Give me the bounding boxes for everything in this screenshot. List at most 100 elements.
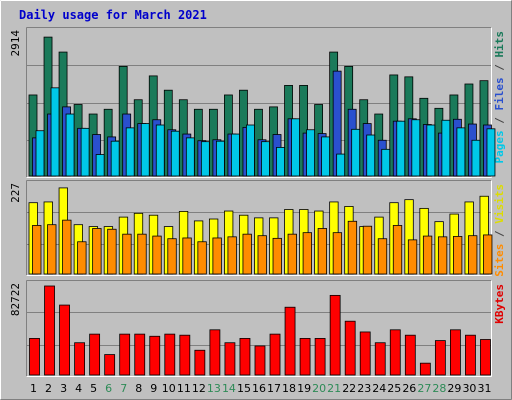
bar-sites-day-19 xyxy=(302,232,312,275)
bar-kbytes-day-19 xyxy=(299,338,311,376)
bar-pages-day-31 xyxy=(486,128,496,177)
bar-sites-day-9 xyxy=(152,235,162,275)
bar-kbytes-day-5 xyxy=(89,333,101,376)
day-label-31: 31 xyxy=(477,382,491,395)
bar-sites-day-18 xyxy=(287,233,297,275)
bar-kbytes-day-9 xyxy=(149,335,161,376)
day-label-15: 15 xyxy=(237,382,251,395)
bar-sites-day-27 xyxy=(422,235,433,275)
panel-visits-legend-part-1: / xyxy=(493,224,506,244)
bar-sites-day-13 xyxy=(212,237,222,275)
bar-pages-day-26 xyxy=(411,119,421,177)
bar-kbytes-day-15 xyxy=(239,338,251,376)
bar-sites-day-1 xyxy=(32,225,42,275)
bar-kbytes-day-22 xyxy=(344,320,356,376)
bar-pages-day-17 xyxy=(276,146,285,177)
panel-hits-legend-part-3: / xyxy=(493,58,506,78)
panel-kbytes-max-label: 82722 xyxy=(9,283,22,316)
bar-kbytes-day-3 xyxy=(59,304,70,376)
bar-pages-day-18 xyxy=(291,118,300,177)
panel-hits-legend-part-0: Pages xyxy=(493,130,506,163)
day-label-5: 5 xyxy=(90,382,97,395)
bar-sites-day-15 xyxy=(242,233,252,275)
day-label-23: 23 xyxy=(357,382,371,395)
bar-kbytes-day-14 xyxy=(224,342,236,376)
bar-pages-day-24 xyxy=(381,148,391,177)
bar-pages-day-9 xyxy=(155,124,165,177)
panel-kbytes-legend-part-0: KBytes xyxy=(493,284,506,324)
day-label-13: 13 xyxy=(207,382,221,395)
day-label-29: 29 xyxy=(447,382,461,395)
day-label-4: 4 xyxy=(75,382,82,395)
bar-pages-day-25 xyxy=(396,120,406,177)
panel-hits-legend-part-2: Files xyxy=(493,77,506,110)
bar-sites-day-12 xyxy=(197,241,207,275)
bar-kbytes-day-31 xyxy=(480,339,491,376)
bar-kbytes-day-28 xyxy=(434,340,446,376)
chart-title: Daily usage for March 2021 xyxy=(19,8,207,22)
bar-sites-day-30 xyxy=(468,235,478,275)
day-label-30: 30 xyxy=(462,382,476,395)
day-label-27: 27 xyxy=(417,382,431,395)
bar-kbytes-day-17 xyxy=(269,333,281,376)
day-label-10: 10 xyxy=(162,382,176,395)
panel-hits-legend: Pages / Files / Hits xyxy=(493,31,506,164)
day-label-11: 11 xyxy=(177,382,191,395)
bar-kbytes-day-7 xyxy=(119,333,131,376)
bar-pages-day-6 xyxy=(110,140,120,177)
bar-sites-day-3 xyxy=(62,219,72,275)
bar-kbytes-day-27 xyxy=(419,362,431,376)
day-label-12: 12 xyxy=(192,382,206,395)
day-label-7: 7 xyxy=(120,382,127,395)
bar-pages-day-19 xyxy=(306,129,315,177)
day-label-16: 16 xyxy=(252,382,266,395)
bar-kbytes-day-24 xyxy=(374,342,386,376)
bar-kbytes-day-21 xyxy=(329,294,341,376)
bar-pages-day-29 xyxy=(456,127,466,177)
bar-kbytes-day-2 xyxy=(44,285,55,376)
bar-sites-day-8 xyxy=(137,233,147,275)
bar-pages-day-4 xyxy=(80,127,90,177)
bar-pages-day-2 xyxy=(50,87,60,177)
day-label-1: 1 xyxy=(30,382,37,395)
day-label-6: 6 xyxy=(105,382,112,395)
panel-visits-legend: Sites / Visits xyxy=(493,184,506,277)
bar-sites-day-25 xyxy=(392,225,403,275)
panel-hits-max-label: 2914 xyxy=(9,30,22,57)
bar-pages-day-14 xyxy=(231,133,240,177)
bar-pages-day-22 xyxy=(351,128,361,177)
bar-kbytes-day-20 xyxy=(314,338,326,376)
day-label-9: 9 xyxy=(150,382,157,395)
day-label-18: 18 xyxy=(282,382,296,395)
bar-kbytes-day-30 xyxy=(465,334,476,376)
bar-sites-day-2 xyxy=(47,224,57,275)
bar-sites-day-7 xyxy=(122,233,132,275)
bar-sites-day-11 xyxy=(182,237,192,275)
bar-sites-day-21 xyxy=(332,232,343,275)
bar-kbytes-day-12 xyxy=(194,349,206,376)
bar-kbytes-day-10 xyxy=(164,333,176,376)
bar-sites-day-14 xyxy=(227,236,237,275)
bar-pages-day-5 xyxy=(95,154,105,177)
panel-hits-legend-part-4: Hits xyxy=(493,31,506,58)
bar-pages-day-16 xyxy=(261,141,270,177)
day-label-17: 17 xyxy=(267,382,281,395)
panel-kbytes-legend: KBytes xyxy=(493,284,506,324)
day-label-25: 25 xyxy=(387,382,401,395)
bar-kbytes-day-16 xyxy=(254,345,266,376)
bar-sites-day-28 xyxy=(437,236,448,275)
day-label-2: 2 xyxy=(45,382,52,395)
day-label-28: 28 xyxy=(432,382,446,395)
bar-sites-day-6 xyxy=(107,228,117,275)
bar-pages-day-20 xyxy=(321,136,331,177)
bar-kbytes-day-13 xyxy=(209,329,221,376)
bar-pages-day-13 xyxy=(215,140,225,177)
panel-visits-max-label: 227 xyxy=(9,183,22,203)
bar-sites-day-5 xyxy=(92,228,102,275)
bar-kbytes-day-23 xyxy=(359,331,371,376)
bar-kbytes-day-25 xyxy=(389,329,401,376)
day-label-3: 3 xyxy=(60,382,67,395)
panel-hits-legend-part-1: / xyxy=(493,111,506,131)
bar-sites-day-26 xyxy=(407,239,418,275)
